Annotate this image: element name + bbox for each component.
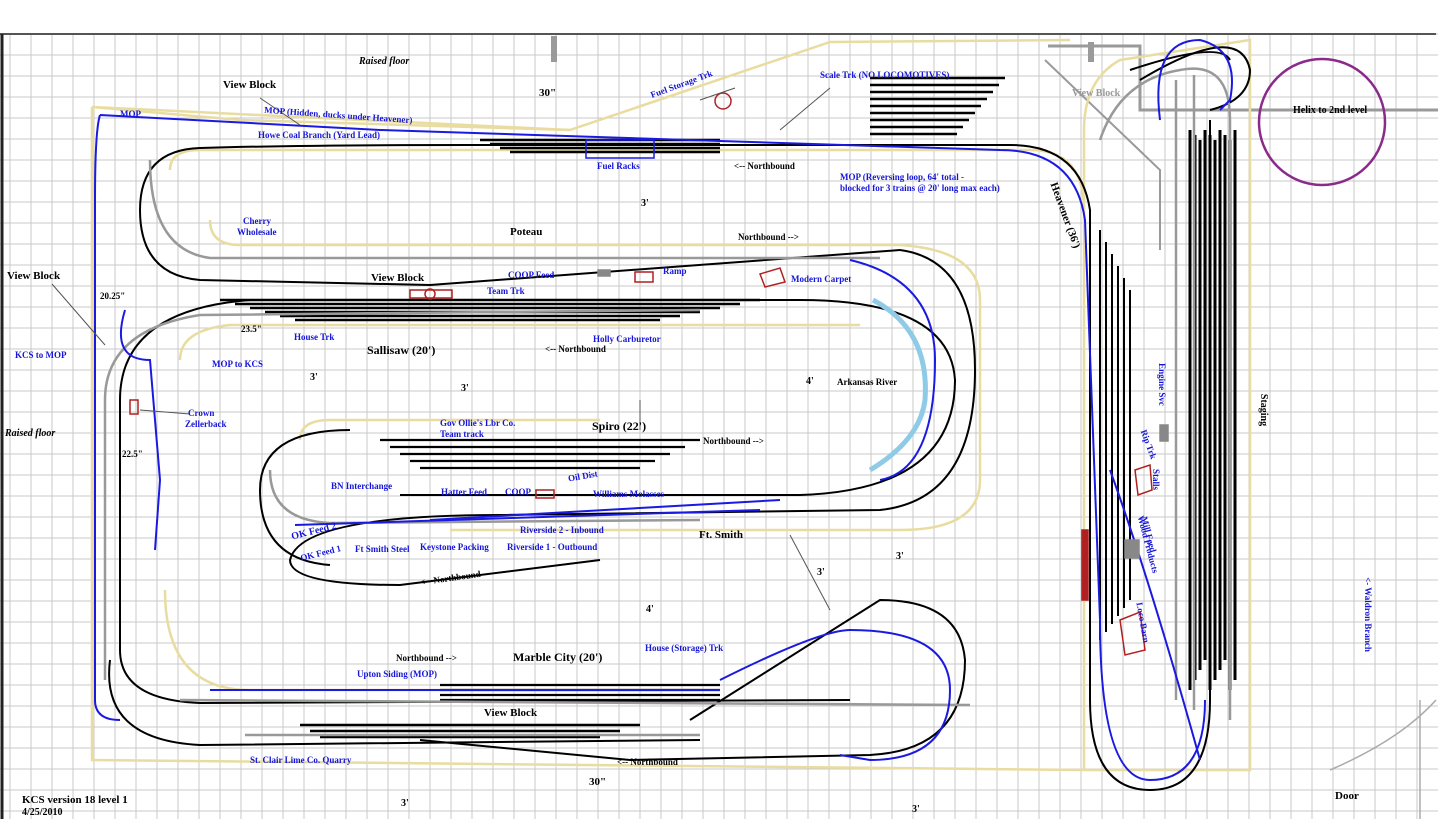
riverside-2-label: Riverside 2 - Inbound [520, 525, 604, 535]
dimension-label: 20.25" [100, 291, 126, 301]
dimension-label: 4' [806, 376, 814, 387]
team-track-label: Team track [440, 429, 484, 439]
ramp-label: Ramp [663, 266, 687, 276]
cherry-label: Cherry [243, 216, 271, 226]
mop-label: MOP [120, 109, 141, 119]
dimension-label: 3' [461, 383, 469, 394]
cherry-label: Wholesale [237, 227, 277, 237]
leader-lines [51, 87, 831, 611]
dimension-label: 3' [896, 551, 904, 562]
mainline-track [108, 46, 1252, 792]
mop-track [94, 38, 1233, 782]
hatter-feed-label: Hatter Feed [441, 487, 488, 497]
fuel-racks-label: Fuel Racks [597, 161, 640, 171]
sallisaw-label: Sallisaw (20') [367, 343, 436, 357]
dimension-label: 3' [310, 372, 318, 383]
raised-floor-label: Raised floor [5, 428, 56, 439]
northbound-label: Northbound --> [703, 436, 764, 446]
keystone-label: Keystone Packing [420, 542, 489, 552]
riverside-1-label: Riverside 1 - Outbound [507, 542, 598, 552]
waldron-label: <- Waldron Branch [1362, 577, 1373, 652]
helix-label: Helix to 2nd level [1293, 105, 1368, 116]
poteau-label: Poteau [510, 226, 543, 238]
view-block-label: View Block [371, 272, 425, 284]
engine-svc-label: Engine Svc [1156, 363, 1167, 406]
title-line-2: 4/25/2010 [22, 807, 63, 818]
fuel-racks-box [585, 139, 655, 159]
dimension-label: 3' [912, 804, 920, 815]
door-label: Door [1335, 790, 1359, 802]
view-block-label: View Block [7, 270, 61, 282]
view-block-label: View Block [1072, 88, 1121, 99]
bn-interchange-label: BN Interchange [331, 481, 393, 491]
coop-label: COOP [505, 487, 531, 497]
dimension-label: 3' [401, 798, 409, 809]
ft-smith-label: Ft. Smith [699, 529, 743, 541]
dimension-label: 23.5" [241, 324, 262, 334]
northbound-label: <-- Northbound [617, 757, 678, 767]
staging-label: Staging [1258, 393, 1270, 427]
howe-coal-label: Howe Coal Branch (Yard Lead) [258, 130, 380, 140]
layout-grid [0, 33, 1438, 819]
arkansas-river-label: Arkansas River [837, 377, 898, 387]
northbound-label: Northbound --> [396, 653, 457, 663]
view-block-label: View Block [223, 79, 277, 91]
arkansas-river [868, 297, 928, 473]
coop-feed-label: COOP Feed [508, 270, 555, 280]
view-block-label: View Block [484, 707, 538, 719]
kcs-to-mop-label: KCS to MOP [15, 350, 67, 360]
room-walls [0, 33, 1438, 819]
gov-ollie-label: Gov Ollie's Lbr Co. [440, 418, 516, 428]
dimension-label: 22.5" [122, 449, 143, 459]
st-clair-label: St. Clair Lime Co. Quarry [250, 755, 352, 765]
mop-reversing-label: MOP (Reversing loop, 64' total - [840, 172, 964, 182]
house-trk-label: House Trk [294, 332, 335, 342]
stalls-label: Stalls [1151, 468, 1162, 491]
crown-label: Zellerback [185, 419, 227, 429]
benchwork [90, 38, 1252, 772]
upton-label: Upton Siding (MOP) [357, 669, 438, 679]
crown-label: Crown [188, 408, 215, 418]
ft-smith-steel-label: Ft Smith Steel [355, 544, 410, 554]
marble-city-label: Marble City (20') [513, 650, 603, 664]
holly-label: Holly Carburetor [593, 334, 661, 344]
structures [129, 92, 1169, 656]
dimension-label: 30" [589, 776, 607, 788]
modern-carpet-label: Modern Carpet [791, 274, 852, 284]
raised-floor-label: Raised floor [359, 56, 410, 67]
house-storage-label: House (Storage) Trk [645, 643, 724, 653]
northbound-label: <-- Northbound [545, 344, 606, 354]
secondary-track [103, 67, 1232, 737]
title-line-1: KCS version 18 level 1 [22, 794, 128, 806]
scale-trk-label: Scale Trk (NO LOCOMOTIVES) [820, 70, 950, 80]
spiro-label: Spiro (22') [592, 419, 647, 433]
dimension-label: 4' [646, 604, 654, 615]
williams-label: Williams Molasses [593, 489, 665, 499]
northbound-label: <-- Northbound [734, 161, 795, 171]
dimension-label: 30" [539, 87, 557, 99]
northbound-label: Northbound --> [738, 232, 799, 242]
team-trk-label: Team Trk [487, 286, 525, 296]
mop-reversing-label: blocked for 3 trains @ 20' long max each… [840, 183, 1000, 193]
helix-circle [1257, 57, 1387, 187]
dimension-label: 3' [641, 198, 649, 209]
mop-to-kcs-label: MOP to KCS [212, 359, 263, 369]
dimension-label: 3' [817, 567, 825, 578]
